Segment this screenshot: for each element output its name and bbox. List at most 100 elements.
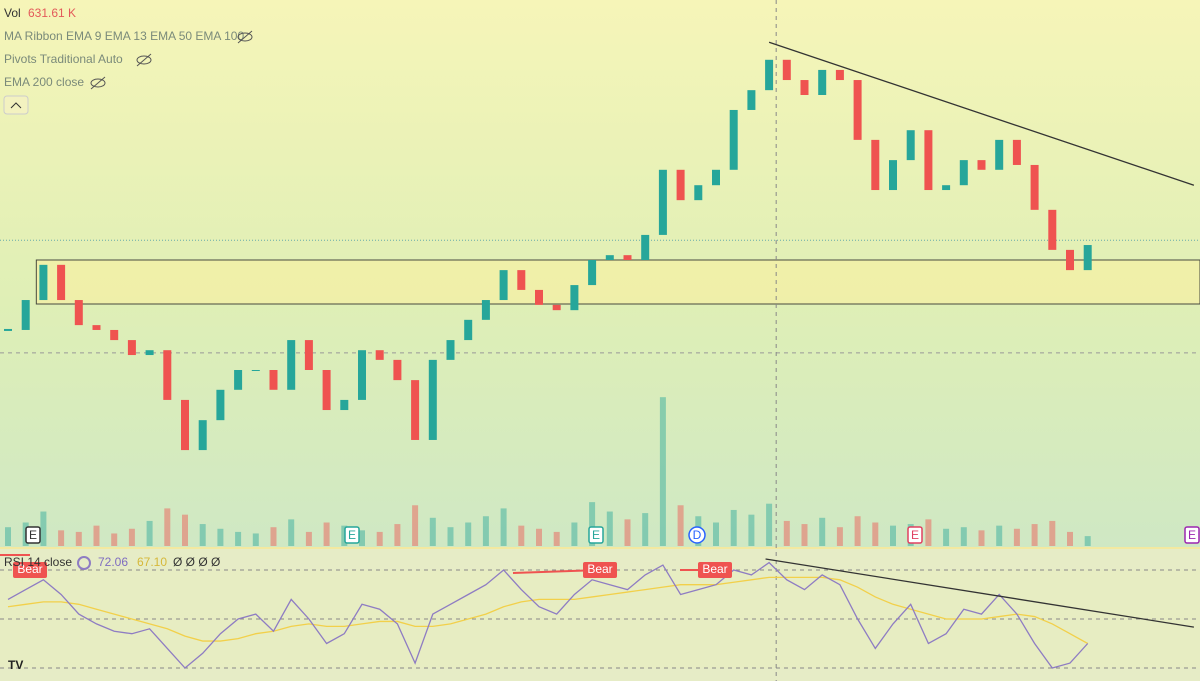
candle bbox=[145, 350, 154, 356]
volume-bar bbox=[465, 522, 472, 546]
rsi-ma-value: 67.10 bbox=[137, 555, 167, 569]
candle bbox=[1012, 139, 1021, 165]
rsi-label: RSI 14 close bbox=[4, 555, 72, 569]
candle bbox=[924, 130, 933, 191]
volume-bar bbox=[323, 522, 330, 546]
event-marker bbox=[588, 526, 604, 544]
settings-icon[interactable] bbox=[77, 556, 91, 570]
candle bbox=[39, 264, 48, 301]
bear-label-bg bbox=[583, 562, 617, 578]
indicator-label: EMA 200 close bbox=[4, 75, 84, 89]
candle bbox=[977, 160, 986, 170]
volume-bar bbox=[58, 530, 65, 546]
volume-bar bbox=[748, 514, 755, 546]
volume-bar bbox=[5, 527, 11, 546]
candle bbox=[605, 255, 614, 260]
candle bbox=[21, 300, 30, 330]
volume-bar bbox=[500, 508, 507, 546]
candle bbox=[535, 289, 543, 305]
volume-bar bbox=[40, 511, 47, 546]
volume-bar bbox=[252, 533, 259, 546]
candle bbox=[216, 389, 225, 421]
candle bbox=[517, 270, 526, 290]
bear-label: Bear bbox=[587, 562, 612, 576]
volume-bar bbox=[93, 525, 100, 546]
event-label: D bbox=[693, 528, 702, 542]
candle bbox=[747, 90, 756, 110]
bear-label-bg bbox=[13, 562, 47, 578]
volume-bar bbox=[518, 525, 525, 546]
volume-bar bbox=[589, 502, 596, 546]
volume-bar bbox=[146, 520, 153, 546]
candle bbox=[1030, 164, 1039, 210]
rsi-value: 72.06 bbox=[98, 555, 128, 569]
hide-icon[interactable] bbox=[136, 53, 152, 67]
candle bbox=[464, 319, 473, 341]
candle bbox=[304, 340, 313, 370]
candle bbox=[1083, 245, 1092, 271]
candle bbox=[481, 300, 490, 320]
candle bbox=[251, 370, 260, 371]
volume-bar bbox=[1049, 520, 1056, 546]
volume-bar bbox=[1067, 531, 1073, 546]
volume-bar bbox=[359, 530, 365, 546]
volume-bar bbox=[536, 528, 542, 546]
candle bbox=[198, 420, 207, 451]
volume-bar bbox=[128, 528, 135, 546]
candle bbox=[74, 300, 83, 326]
volume-bar bbox=[730, 509, 737, 546]
candle bbox=[234, 370, 243, 390]
volume-bar bbox=[854, 516, 861, 546]
candle bbox=[340, 399, 349, 411]
legend: Vol 631.61 K MA Ribbon EMA 9 EMA 13 EMA … bbox=[3, 6, 253, 570]
volume-bar bbox=[836, 527, 843, 546]
volume-bar bbox=[571, 522, 578, 546]
hide-icon[interactable] bbox=[237, 30, 253, 44]
candle bbox=[322, 370, 331, 411]
candle bbox=[676, 169, 685, 201]
candle bbox=[127, 340, 136, 356]
candle bbox=[782, 59, 791, 81]
hide-icon[interactable] bbox=[90, 76, 106, 90]
volume-bar bbox=[447, 527, 454, 546]
volume-bar bbox=[270, 527, 277, 546]
event-label: E bbox=[592, 528, 600, 542]
candle bbox=[906, 130, 915, 161]
candle bbox=[446, 340, 455, 360]
volume-bar bbox=[713, 522, 719, 546]
vol-value: 631.61 K bbox=[28, 6, 76, 20]
candle bbox=[163, 350, 172, 400]
event-marker bbox=[907, 526, 923, 544]
candle bbox=[942, 185, 951, 191]
volume-bar bbox=[1013, 528, 1020, 546]
volume-bar bbox=[182, 514, 188, 546]
logo: TV bbox=[8, 658, 23, 672]
rsi-extras: Ø Ø Ø Ø bbox=[173, 555, 220, 569]
candle bbox=[411, 380, 420, 440]
volume-bar bbox=[1084, 536, 1091, 546]
candle bbox=[818, 69, 827, 95]
candle bbox=[570, 285, 579, 311]
candle bbox=[1048, 209, 1057, 250]
volume-bar bbox=[996, 525, 1003, 546]
candle bbox=[641, 234, 650, 260]
event-marker bbox=[25, 526, 41, 544]
trendline bbox=[768, 41, 1195, 186]
candle bbox=[623, 255, 632, 260]
volume-bar bbox=[766, 503, 773, 546]
candle bbox=[181, 399, 189, 451]
volume-bar bbox=[1031, 524, 1038, 546]
candle bbox=[287, 340, 296, 390]
volume-bar bbox=[960, 527, 967, 546]
volume-bar bbox=[553, 531, 560, 546]
volume-bar bbox=[235, 531, 242, 546]
volume-bar bbox=[217, 528, 224, 546]
bear-label-bg bbox=[698, 562, 732, 578]
candle bbox=[588, 260, 597, 286]
collapse-button[interactable] bbox=[3, 95, 29, 115]
candle bbox=[835, 69, 844, 81]
volume-bar bbox=[642, 513, 649, 546]
event-label: E bbox=[1188, 528, 1196, 542]
candle bbox=[712, 169, 720, 186]
